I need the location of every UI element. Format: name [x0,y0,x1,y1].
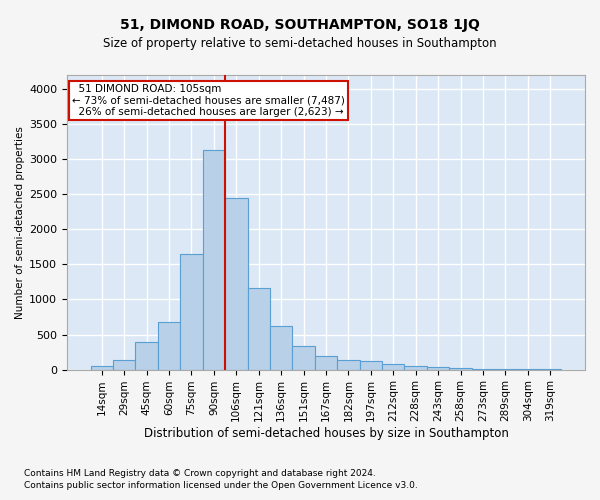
Bar [113,360,136,370]
Bar [359,361,382,370]
Bar [404,366,427,370]
Bar [449,368,472,370]
Bar [337,360,359,370]
X-axis label: Distribution of semi-detached houses by size in Southampton: Distribution of semi-detached houses by … [143,427,508,440]
Bar [180,254,203,370]
Text: 51, DIMOND ROAD, SOUTHAMPTON, SO18 1JQ: 51, DIMOND ROAD, SOUTHAMPTON, SO18 1JQ [120,18,480,32]
Bar [248,288,270,370]
Bar [203,150,225,370]
Text: Contains public sector information licensed under the Open Government Licence v3: Contains public sector information licen… [24,481,418,490]
Bar [225,198,248,370]
Bar [136,342,158,369]
Bar [292,346,315,370]
Bar [472,369,494,370]
Bar [315,356,337,370]
Bar [91,366,113,370]
Bar [427,367,449,370]
Bar [158,322,180,370]
Bar [270,326,292,370]
Text: 51 DIMOND ROAD: 105sqm  
← 73% of semi-detached houses are smaller (7,487)
  26%: 51 DIMOND ROAD: 105sqm ← 73% of semi-det… [72,84,345,117]
Text: Size of property relative to semi-detached houses in Southampton: Size of property relative to semi-detach… [103,38,497,51]
Y-axis label: Number of semi-detached properties: Number of semi-detached properties [15,126,25,318]
Text: Contains HM Land Registry data © Crown copyright and database right 2024.: Contains HM Land Registry data © Crown c… [24,468,376,477]
Bar [382,364,404,370]
